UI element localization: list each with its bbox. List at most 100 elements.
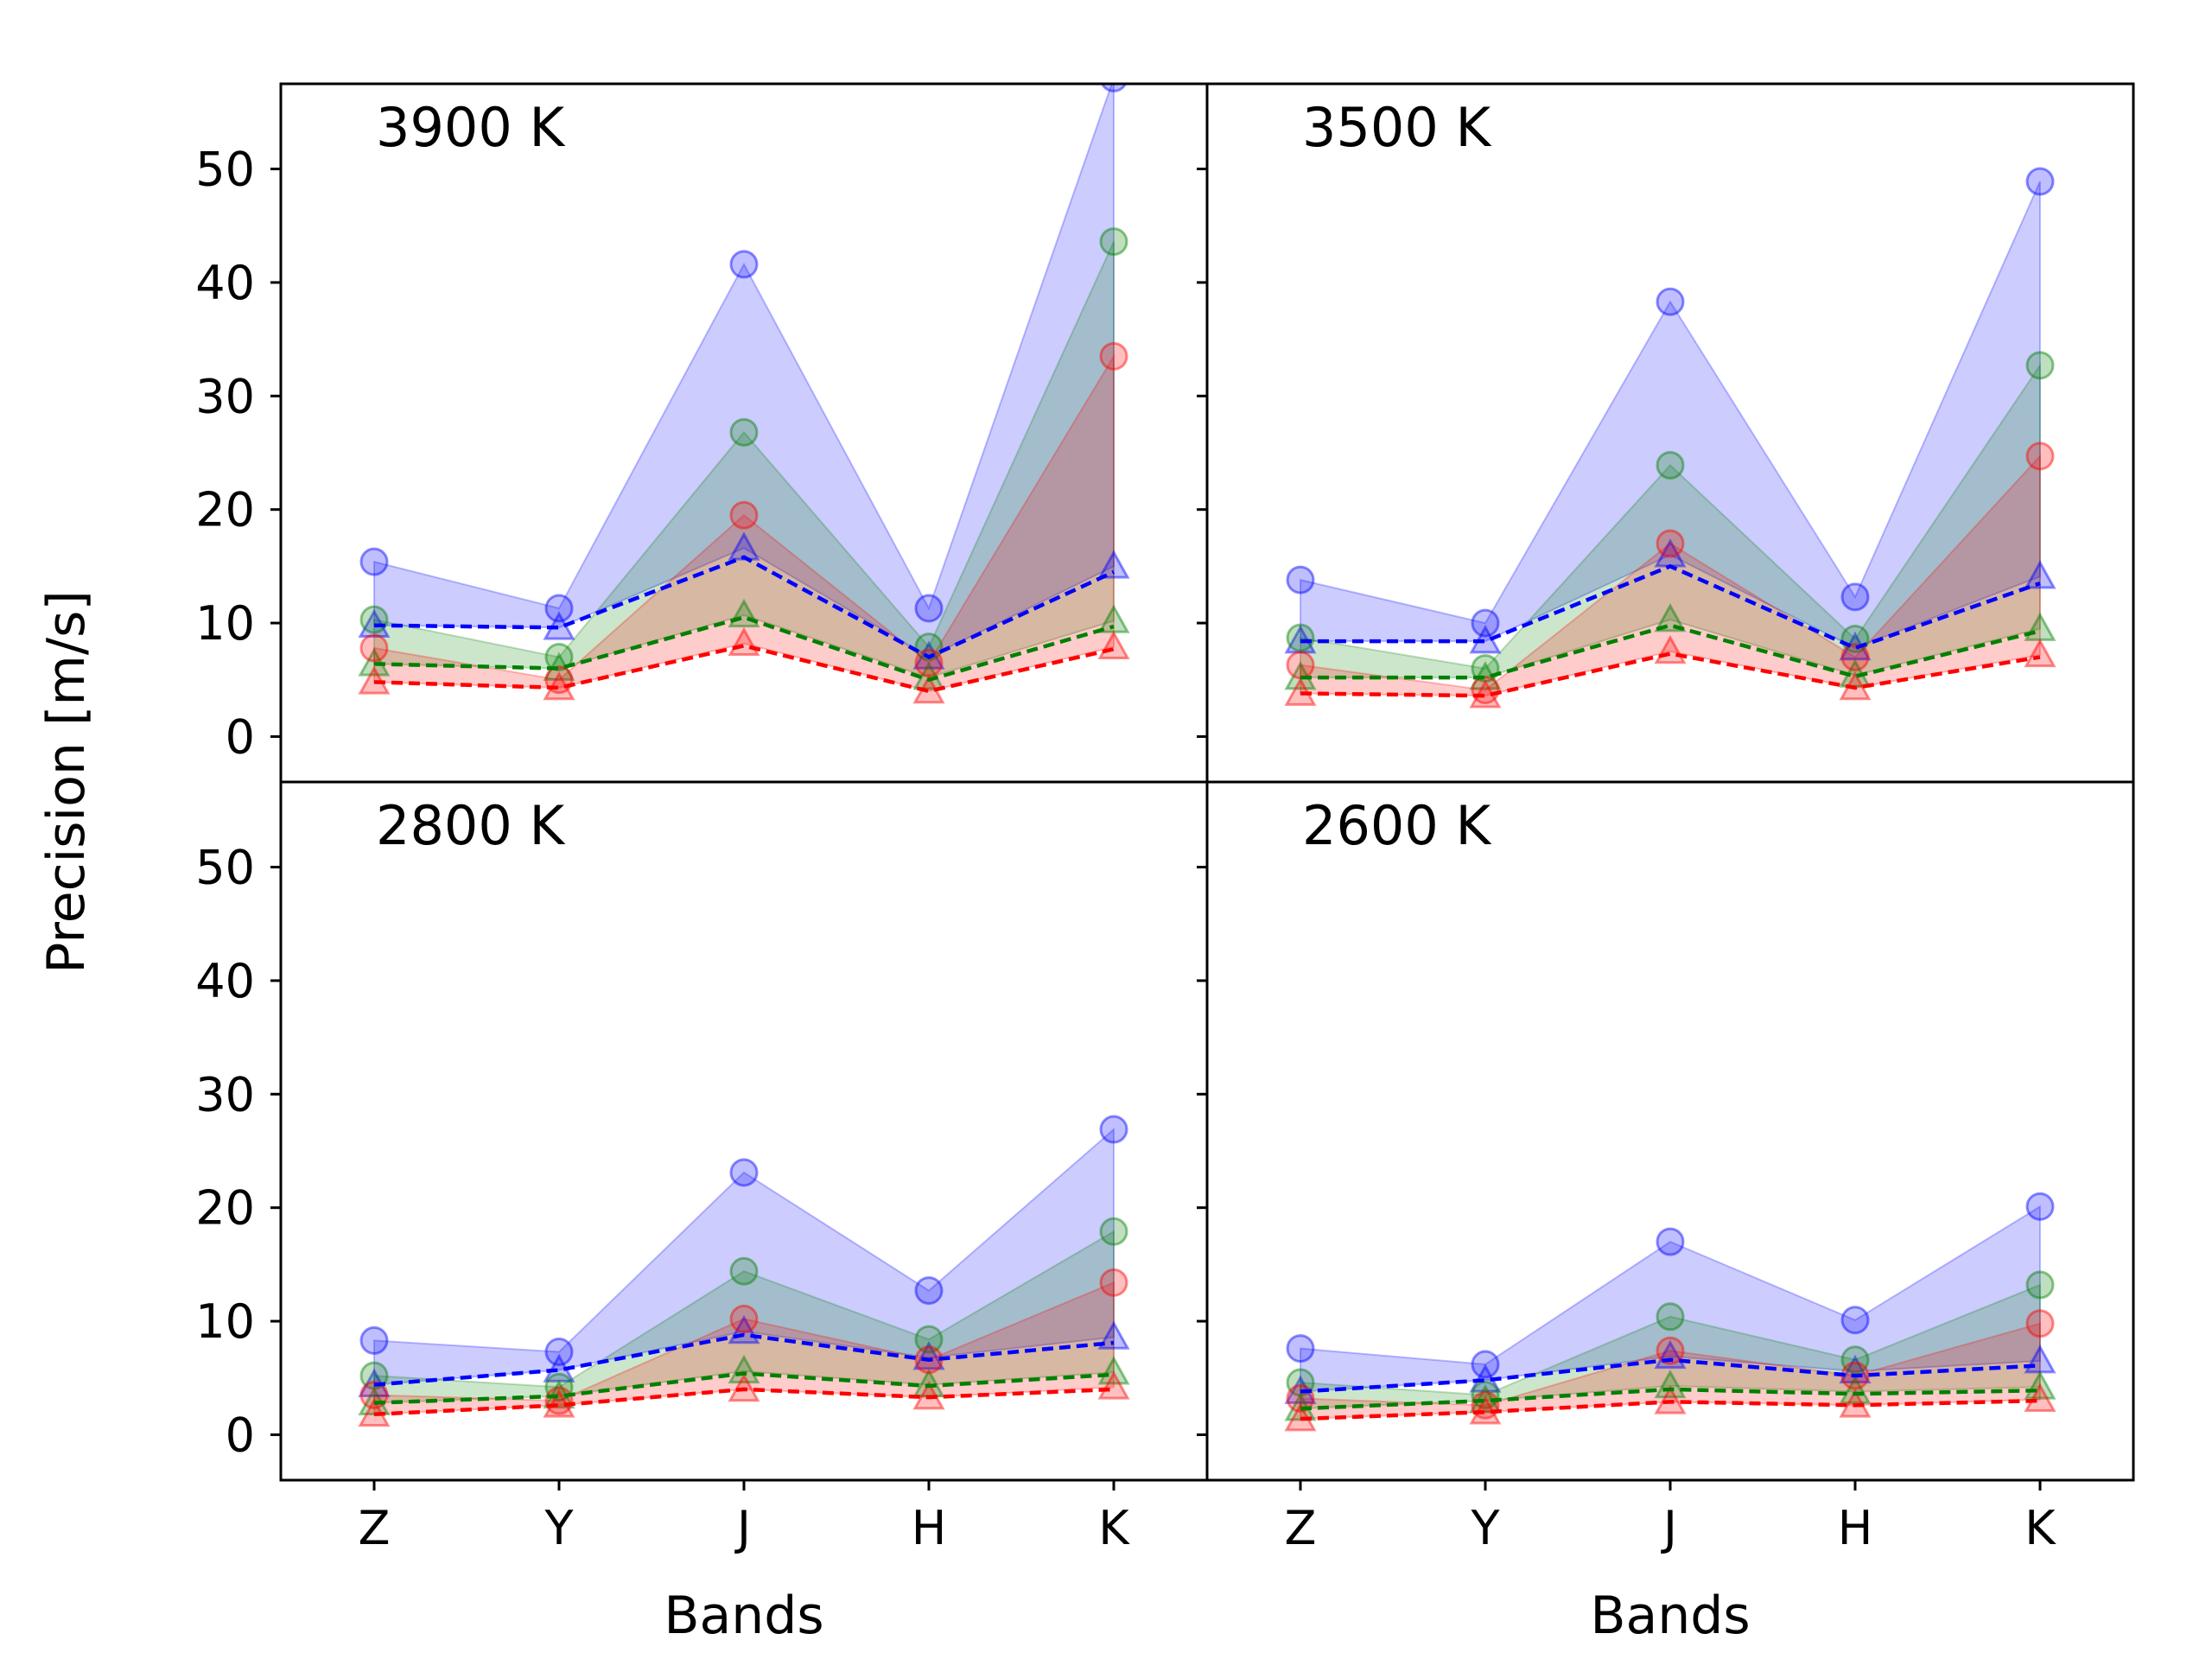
dashed-line-red <box>373 644 1115 694</box>
dashed-line-green <box>1300 1387 2041 1411</box>
triangle-marker-blue <box>2024 560 2056 589</box>
x-tick-label: K <box>2024 1501 2056 1555</box>
plot-area <box>1284 1192 2056 1432</box>
circle-marker-red <box>1656 1336 1685 1365</box>
circle-marker-blue <box>544 1338 574 1367</box>
y-tick-label: 0 <box>226 709 255 764</box>
circle-marker-blue <box>1286 1334 1315 1363</box>
circle-marker-blue <box>1100 84 1128 92</box>
triangle-marker-blue <box>1097 550 1130 579</box>
circle-marker-green <box>1286 1368 1315 1397</box>
circle-marker-blue <box>359 1325 389 1355</box>
y-tick-label: 30 <box>195 1067 255 1122</box>
dashed-line-red <box>1300 1398 2041 1421</box>
circle-marker-green <box>1656 1302 1685 1332</box>
circle-marker-green <box>914 632 944 662</box>
triangle-marker-green <box>1654 603 1687 632</box>
triangle-marker-green <box>1097 604 1130 633</box>
circle-marker-green <box>1099 1217 1128 1246</box>
circle-marker-green <box>729 417 759 447</box>
circle-marker-green <box>729 1256 759 1286</box>
triangle-marker-green <box>1097 1356 1130 1385</box>
x-tick-label: H <box>1838 1501 1873 1555</box>
circle-marker-blue <box>1840 1306 1870 1335</box>
circle-marker-red <box>1840 642 1870 671</box>
x-tick-label: J <box>1661 1501 1677 1555</box>
x-tick-label: K <box>1098 1501 1130 1555</box>
triangle-marker-red <box>2024 1382 2056 1413</box>
x-tick-label: Z <box>1285 1501 1317 1555</box>
y-tick-label: 40 <box>195 954 255 1008</box>
circle-marker-blue <box>2025 1192 2055 1221</box>
circle-marker-green <box>1099 227 1128 257</box>
circle-marker-red <box>1099 341 1128 371</box>
triangle-marker-red <box>1097 1370 1130 1400</box>
x-tick-label: J <box>734 1501 751 1555</box>
plot-area <box>1284 167 2056 709</box>
circle-marker-blue <box>1656 287 1685 316</box>
x-axis-label: Bands <box>664 1586 823 1646</box>
panel-title: 2800 K <box>376 794 565 857</box>
circle-marker-green <box>359 1361 389 1390</box>
triangle-marker-blue <box>912 1341 945 1370</box>
dashed-line-red <box>373 1387 1115 1417</box>
circle-marker-green <box>1656 450 1685 480</box>
circle-marker-red <box>1286 651 1315 680</box>
circle-marker-red <box>359 633 389 663</box>
circle-marker-red <box>729 500 759 530</box>
panel-3500-k: 3500 K <box>1197 82 2135 784</box>
dashed-line-red <box>1300 652 2041 698</box>
circle-marker-blue <box>1840 582 1870 612</box>
circle-marker-blue <box>2025 167 2055 196</box>
y-tick-label: 50 <box>195 841 255 895</box>
x-axis-label: Bands <box>1590 1586 1750 1646</box>
circle-marker-green <box>914 1325 944 1354</box>
circle-marker-green <box>359 605 389 634</box>
circle-marker-red <box>914 648 944 677</box>
circle-marker-blue <box>729 250 759 279</box>
y-tick-label: 10 <box>195 1294 255 1349</box>
x-tick-label: Y <box>1471 1501 1501 1555</box>
circle-marker-blue <box>359 547 389 576</box>
dashed-line-green <box>373 615 1115 683</box>
circle-marker-red <box>1656 529 1685 558</box>
plot-area <box>358 84 1130 704</box>
dashed-line-green <box>373 1371 1115 1405</box>
circle-marker-blue <box>1099 1115 1128 1144</box>
y-axis-label: Precision [m/s] <box>36 590 97 974</box>
circle-marker-blue <box>1656 1227 1685 1256</box>
y-tick-label: 20 <box>195 483 255 537</box>
panel-2600-k: 2600 K Z Y J H K Bands <box>1197 780 2135 1646</box>
circle-marker-green <box>544 642 574 671</box>
circle-marker-blue <box>1471 608 1500 638</box>
triangle-marker-green <box>1839 1375 1872 1404</box>
circle-marker-green <box>1840 1345 1870 1375</box>
panel-2800-k: 2800 K 0 10 20 30 40 50 Z Y J H K Bands <box>195 780 1209 1646</box>
dashed-line-blue <box>1300 1357 2041 1394</box>
circle-marker-red <box>2025 1309 2055 1338</box>
dashed-line-blue <box>373 1332 1115 1387</box>
dashed-line-blue <box>373 555 1115 659</box>
circle-marker-blue <box>914 594 944 623</box>
panel-title: 3500 K <box>1302 96 1491 159</box>
circle-marker-green <box>2025 351 2055 380</box>
x-tick-label: Z <box>359 1501 391 1555</box>
circle-marker-green <box>1286 623 1315 652</box>
circle-marker-blue <box>544 594 574 623</box>
x-tick-label: H <box>912 1501 947 1555</box>
panel-title: 3900 K <box>376 96 565 159</box>
triangle-marker-red <box>2024 638 2056 668</box>
y-tick-label: 30 <box>195 369 255 423</box>
dashed-line-green <box>1300 623 2041 680</box>
circle-marker-blue <box>914 1276 944 1306</box>
dashed-line-blue <box>1300 563 2041 651</box>
x-tick-label: Y <box>544 1501 575 1555</box>
circle-marker-blue <box>1471 1350 1500 1379</box>
circle-marker-green <box>2025 1270 2055 1300</box>
plot-area <box>358 1115 1130 1427</box>
circle-marker-blue <box>1286 565 1315 594</box>
y-tick-label: 40 <box>195 256 255 310</box>
circle-marker-red <box>1099 1268 1128 1297</box>
panel-title: 2600 K <box>1302 794 1491 857</box>
